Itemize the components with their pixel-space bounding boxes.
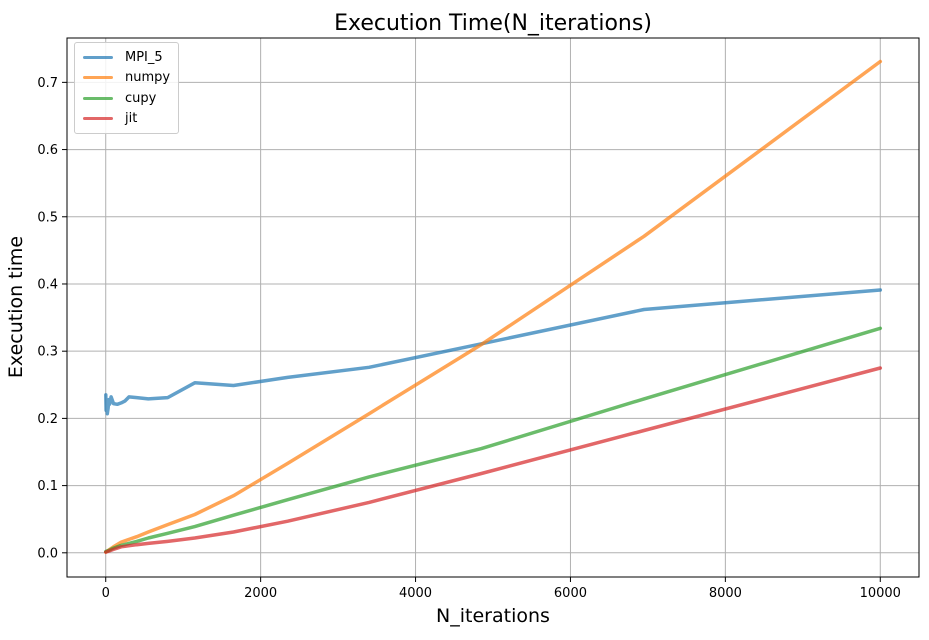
legend-swatch xyxy=(83,117,113,121)
legend-swatch xyxy=(83,76,113,80)
plot-frame xyxy=(66,37,920,578)
legend-swatch xyxy=(83,55,113,59)
grid xyxy=(67,38,919,577)
x-tick-label: 0 xyxy=(102,586,110,601)
legend-label: MPI_5 xyxy=(125,49,163,65)
y-tick-label: 0.5 xyxy=(37,210,58,225)
y-tick-label: 0.1 xyxy=(37,479,58,494)
legend-label: numpy xyxy=(125,70,171,86)
legend-item: numpy xyxy=(83,68,170,89)
x-axis-label: N_iterations xyxy=(436,605,550,627)
y-tick-label: 0.6 xyxy=(37,143,58,158)
y-tick-label: 0.2 xyxy=(37,412,58,427)
x-tick-label: 6000 xyxy=(554,586,587,601)
y-tick-label: 0.0 xyxy=(37,546,58,561)
chart-title: Execution Time(N_iterations) xyxy=(334,11,652,36)
legend-item: jit xyxy=(83,109,170,130)
legend-item: MPI_5 xyxy=(83,47,170,68)
x-tick-label: 4000 xyxy=(399,586,432,601)
x-tick-label: 8000 xyxy=(709,586,742,601)
ticks: 0 2000 4000 6000 8000 10000 0.0 0.1 0.2 0.3 0.4 0.5… xyxy=(37,76,901,601)
series-line-mpi-5 xyxy=(104,288,883,416)
x-tick-label: 10000 xyxy=(860,586,901,601)
x-tick-label: 2000 xyxy=(244,586,277,601)
series-line-cupy xyxy=(104,326,883,554)
legend-label: cupy xyxy=(125,90,157,106)
legend-swatch xyxy=(83,96,113,100)
series-layer xyxy=(104,59,883,554)
legend-item: cupy xyxy=(83,88,170,109)
legend-label: jit xyxy=(125,111,138,127)
series-line-numpy xyxy=(104,59,883,554)
y-tick-label: 0.7 xyxy=(37,76,58,91)
y-tick-label: 0.3 xyxy=(37,345,58,360)
series-line-jit xyxy=(104,366,883,554)
y-tick-label: 0.4 xyxy=(37,277,58,292)
y-axis-label: Execution time xyxy=(5,236,27,378)
